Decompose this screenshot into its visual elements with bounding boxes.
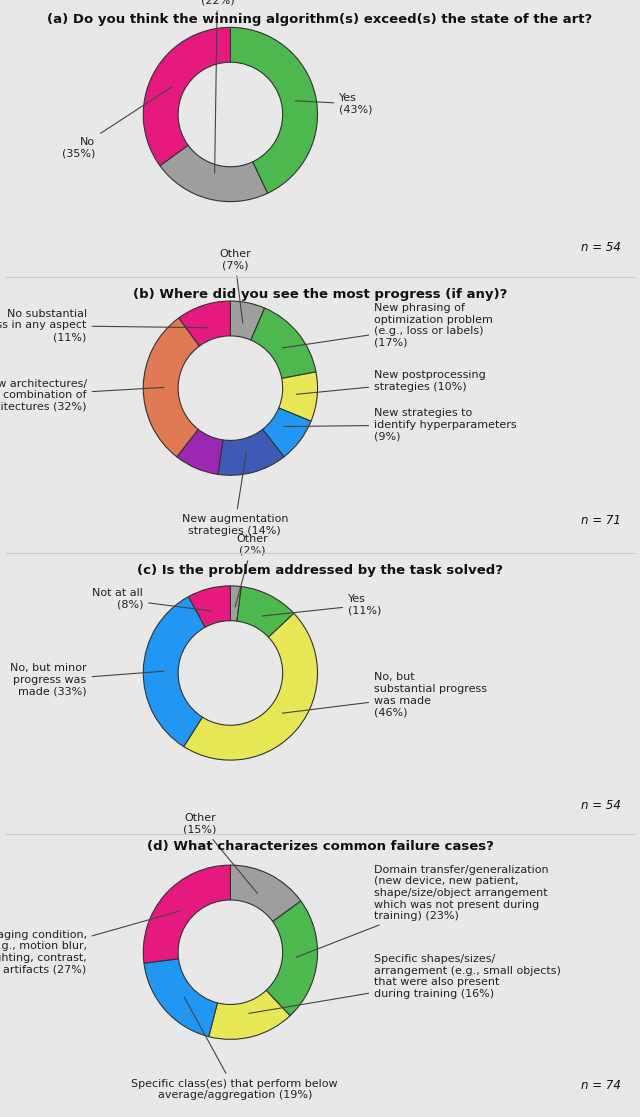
Text: Yes
(11%): Yes (11%) [262, 594, 381, 617]
Text: Imaging condition,
e.g., motion blur,
lighting, contrast,
artifacts (27%): Imaging condition, e.g., motion blur, li… [0, 911, 180, 975]
Wedge shape [143, 865, 230, 963]
Wedge shape [262, 408, 311, 457]
Wedge shape [143, 318, 200, 457]
Wedge shape [177, 429, 223, 475]
Text: No substantial
progress in any aspect
(11%): No substantial progress in any aspect (1… [0, 308, 208, 342]
Wedge shape [230, 27, 317, 193]
Text: New strategies to
identify hyperparameters
(9%): New strategies to identify hyperparamete… [284, 408, 516, 441]
Wedge shape [160, 145, 268, 201]
Text: Specific shapes/sizes/
arrangement (e.g., small objects)
that were also present
: Specific shapes/sizes/ arrangement (e.g.… [249, 954, 561, 1013]
Text: New phrasing of
optimization problem
(e.g., loss or labels)
(17%): New phrasing of optimization problem (e.… [283, 303, 493, 347]
Text: n = 74: n = 74 [581, 1079, 621, 1092]
Text: (b) Where did you see the most progress (if any)?: (b) Where did you see the most progress … [133, 288, 507, 302]
Text: Specific class(es) that perform below
average/aggregation (19%): Specific class(es) that perform below av… [131, 996, 338, 1100]
Wedge shape [251, 308, 316, 379]
Wedge shape [184, 613, 317, 760]
Wedge shape [279, 372, 317, 421]
Wedge shape [266, 901, 317, 1015]
Wedge shape [144, 958, 218, 1037]
Text: (a) Do you think the winning algorithm(s) exceed(s) the state of the art?: (a) Do you think the winning algorithm(s… [47, 13, 593, 27]
Wedge shape [209, 991, 290, 1039]
Text: Other
(7%): Other (7%) [219, 249, 251, 323]
Text: Other
(2%): Other (2%) [235, 534, 268, 607]
Wedge shape [230, 302, 264, 340]
Text: (d) What characterizes common failure cases?: (d) What characterizes common failure ca… [147, 840, 493, 853]
Text: No
(35%): No (35%) [62, 87, 172, 159]
Wedge shape [230, 586, 241, 621]
Wedge shape [143, 27, 230, 165]
Text: Other
(15%): Other (15%) [183, 813, 257, 894]
Text: Not at all
(8%): Not at all (8%) [92, 589, 212, 611]
Text: Yes
(43%): Yes (43%) [295, 93, 373, 115]
Wedge shape [218, 429, 284, 475]
Text: Unsure
(22%): Unsure (22%) [198, 0, 237, 173]
Text: New postprocessing
strategies (10%): New postprocessing strategies (10%) [296, 371, 486, 394]
Text: n = 54: n = 54 [581, 240, 621, 254]
Wedge shape [188, 586, 230, 627]
Text: Domain transfer/generalization
(new device, new patient,
shape/size/object arran: Domain transfer/generalization (new devi… [296, 865, 548, 957]
Text: No, but minor
progress was
made (33%): No, but minor progress was made (33%) [10, 663, 164, 697]
Wedge shape [230, 865, 301, 922]
Wedge shape [237, 586, 294, 637]
Wedge shape [179, 302, 230, 346]
Text: (c) Is the problem addressed by the task solved?: (c) Is the problem addressed by the task… [137, 564, 503, 577]
Text: New architectures/
combination of
architectures (32%): New architectures/ combination of archit… [0, 379, 164, 412]
Wedge shape [143, 596, 205, 746]
Text: No, but
substantial progress
was made
(46%): No, but substantial progress was made (4… [282, 672, 487, 717]
Text: New augmentation
strategies (14%): New augmentation strategies (14%) [182, 452, 288, 536]
Text: n = 54: n = 54 [581, 799, 621, 812]
Text: n = 71: n = 71 [581, 514, 621, 527]
